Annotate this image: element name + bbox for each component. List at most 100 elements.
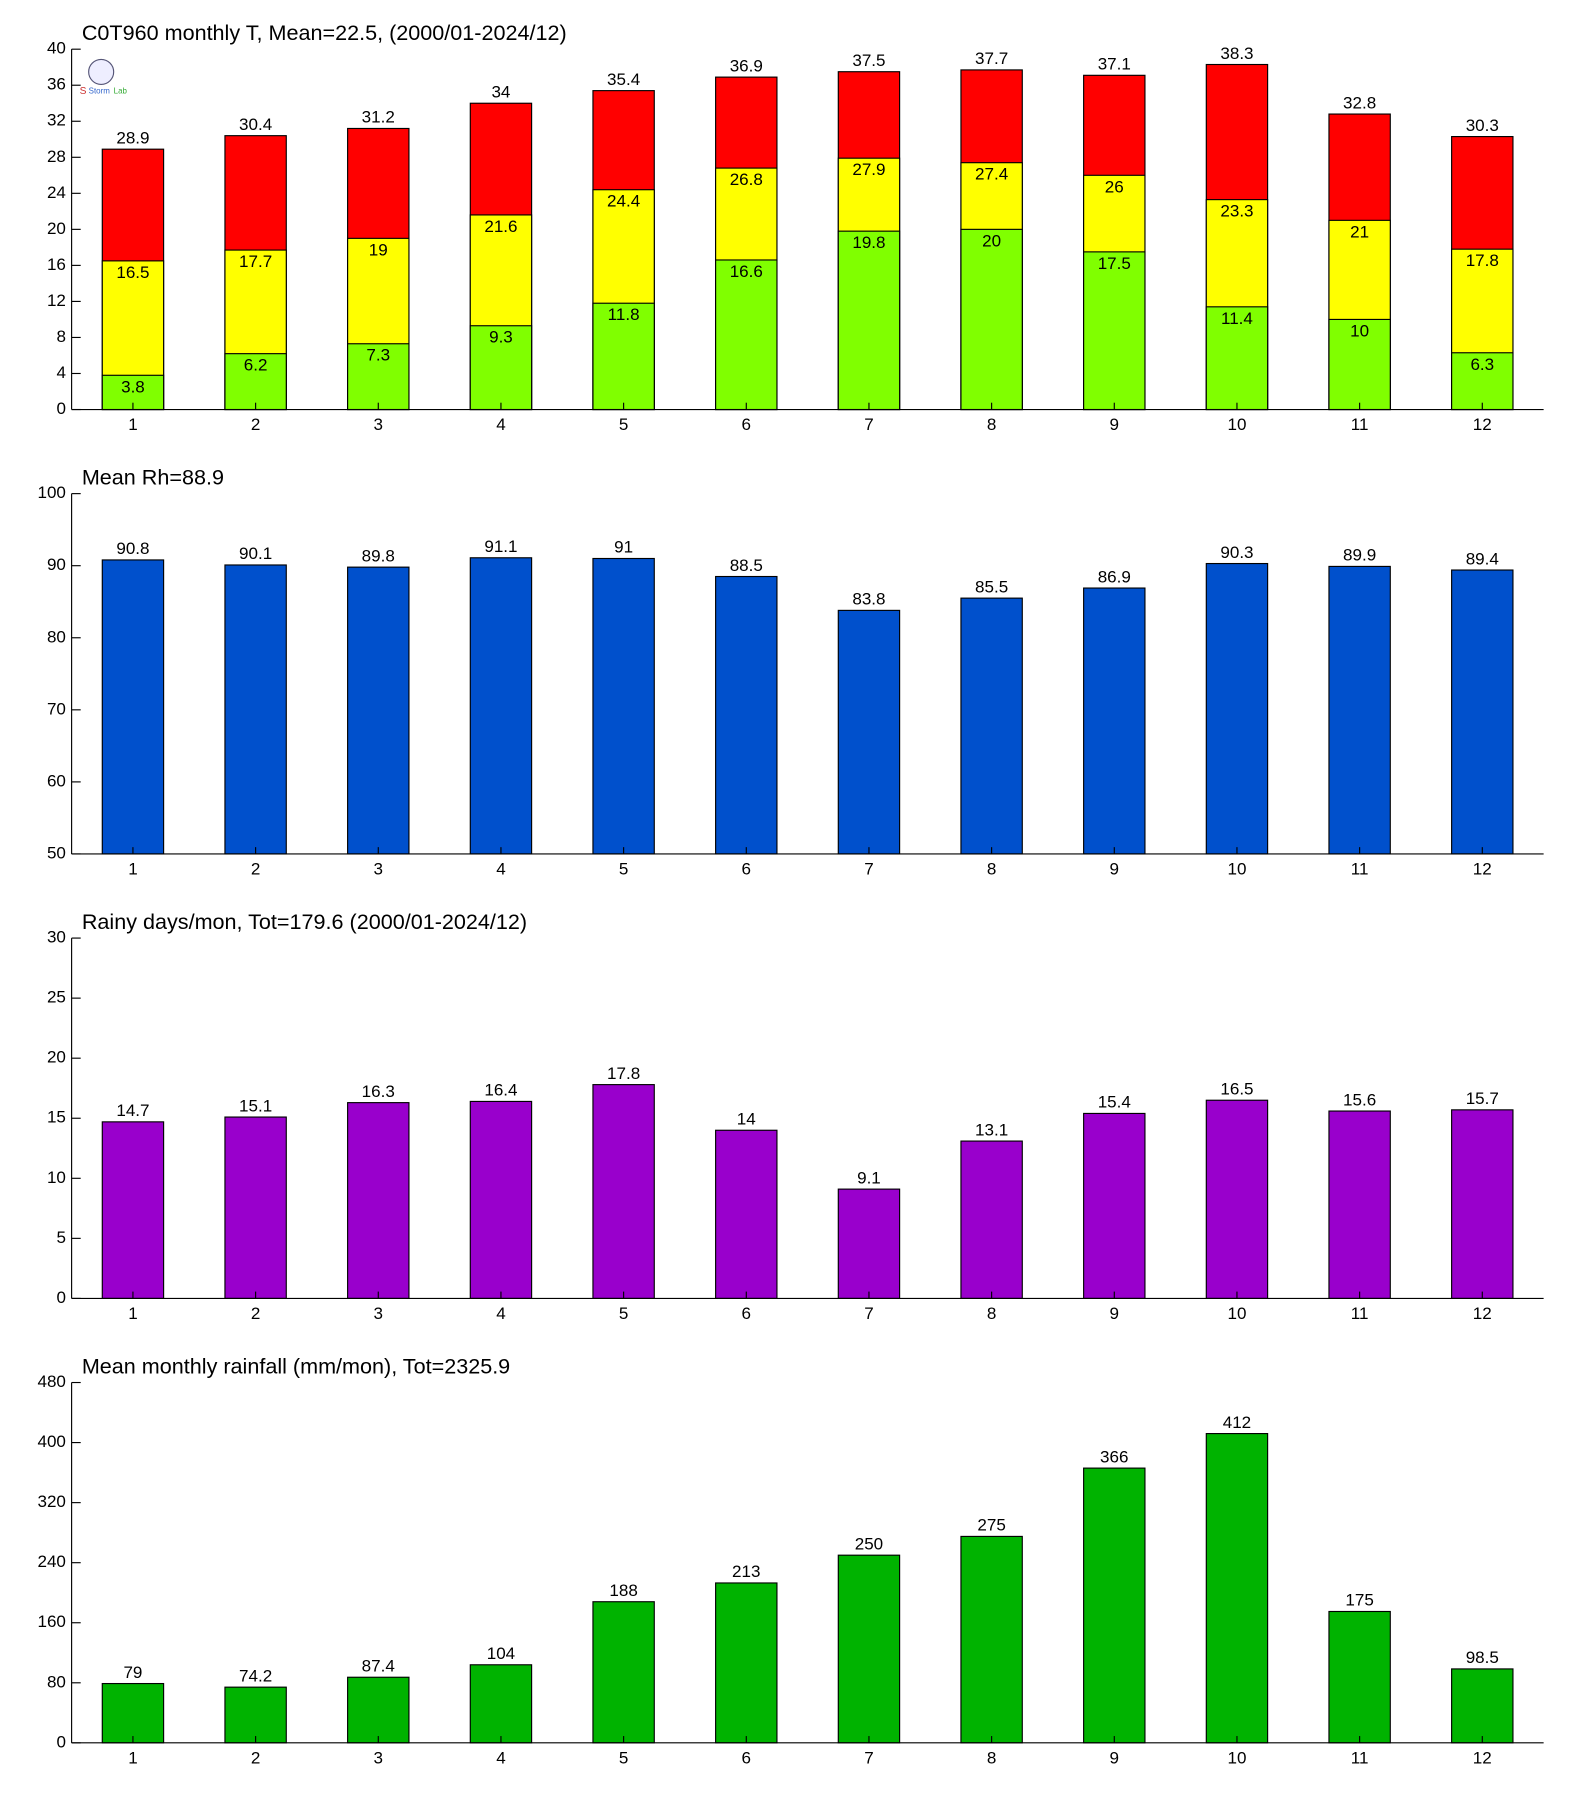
data-label: 27.9 xyxy=(852,160,885,179)
data-label: 14 xyxy=(737,1110,756,1129)
y-tick-label: 80 xyxy=(47,627,66,646)
bar xyxy=(715,1129,778,1299)
x-tick-label: 4 xyxy=(496,1304,505,1323)
chart-title: C0T960 monthly T, Mean=22.5, (2000/01-20… xyxy=(82,20,567,45)
data-label: 412 xyxy=(1223,1413,1251,1432)
data-label: 366 xyxy=(1100,1447,1128,1466)
data-label: 26.8 xyxy=(730,170,763,189)
bar xyxy=(1083,1467,1146,1744)
y-tick-label: 4 xyxy=(56,363,65,382)
data-label: 91.1 xyxy=(484,537,517,556)
data-label: 90.3 xyxy=(1220,543,1253,562)
data-label: 91 xyxy=(614,538,633,557)
data-label: 6.3 xyxy=(1470,355,1494,374)
data-label: 17.5 xyxy=(1098,254,1131,273)
bar xyxy=(592,302,655,411)
bar xyxy=(101,1682,165,1744)
x-tick-label: 4 xyxy=(496,415,505,434)
data-label: 17.7 xyxy=(239,252,272,271)
y-tick-label: 40 xyxy=(47,39,66,58)
data-label: 90.1 xyxy=(239,544,272,563)
x-tick-label: 8 xyxy=(987,415,996,434)
x-tick-label: 8 xyxy=(987,1304,996,1323)
data-label: 24.4 xyxy=(607,192,640,211)
data-label: 17.8 xyxy=(607,1064,640,1083)
data-label: 14.7 xyxy=(116,1101,149,1120)
data-label: 15.4 xyxy=(1098,1093,1131,1112)
x-tick-label: 9 xyxy=(1110,1748,1119,1767)
data-label: 7.3 xyxy=(366,346,390,365)
y-tick-label: 0 xyxy=(56,1732,65,1751)
data-label: 36.9 xyxy=(730,56,763,75)
bar xyxy=(101,1121,165,1299)
x-tick-label: 11 xyxy=(1351,859,1369,878)
x-tick-label: 7 xyxy=(864,1304,873,1323)
x-tick-label: 5 xyxy=(619,1748,628,1767)
x-tick-label: 2 xyxy=(251,1304,260,1323)
bar xyxy=(837,609,901,855)
data-label: 250 xyxy=(855,1534,883,1553)
x-tick-label: 7 xyxy=(864,859,873,878)
x-tick-label: 10 xyxy=(1227,415,1246,434)
data-label: 213 xyxy=(732,1562,760,1581)
x-tick-label: 2 xyxy=(251,415,260,434)
x-tick-label: 1 xyxy=(128,1304,137,1323)
data-label: 19.8 xyxy=(852,233,885,252)
data-label: 9.3 xyxy=(489,328,513,347)
data-label: 16.5 xyxy=(1220,1079,1253,1098)
x-tick-label: 11 xyxy=(1351,1748,1369,1767)
y-tick-label: 8 xyxy=(56,327,65,346)
data-label: 21.6 xyxy=(484,217,517,236)
x-tick-label: 5 xyxy=(619,415,628,434)
x-tick-label: 1 xyxy=(128,1748,137,1767)
data-label: 34 xyxy=(491,83,510,102)
data-label: 23.3 xyxy=(1220,202,1253,221)
y-tick-label: 400 xyxy=(37,1432,65,1451)
y-tick-label: 25 xyxy=(47,988,66,1007)
data-label: 87.4 xyxy=(362,1657,395,1676)
bar xyxy=(715,259,778,411)
y-tick-label: 30 xyxy=(47,928,66,947)
y-tick-label: 240 xyxy=(37,1552,65,1571)
x-tick-label: 12 xyxy=(1473,415,1492,434)
x-tick-label: 7 xyxy=(864,1748,873,1767)
x-tick-label: 12 xyxy=(1473,1304,1492,1323)
y-tick-label: 20 xyxy=(47,219,66,238)
data-label: 79 xyxy=(123,1663,142,1682)
y-tick-label: 5 xyxy=(56,1228,65,1247)
bar xyxy=(592,1601,655,1744)
y-tick-label: 28 xyxy=(47,147,66,166)
data-label: 86.9 xyxy=(1098,567,1131,586)
bar xyxy=(837,230,901,411)
x-tick-label: 1 xyxy=(128,415,137,434)
logo: S Storm Lab xyxy=(80,58,127,97)
data-label: 28.9 xyxy=(116,128,149,147)
x-tick-label: 3 xyxy=(374,415,383,434)
data-label: 17.8 xyxy=(1466,251,1499,270)
data-label: 15.7 xyxy=(1466,1089,1499,1108)
x-tick-label: 10 xyxy=(1227,1304,1246,1323)
y-tick-label: 0 xyxy=(56,1288,65,1307)
chart-title: Mean monthly rainfall (mm/mon), Tot=2325… xyxy=(82,1353,510,1378)
x-tick-label: 12 xyxy=(1473,859,1492,878)
x-tick-label: 2 xyxy=(251,1748,260,1767)
y-tick-label: 12 xyxy=(47,291,66,310)
y-tick-label: 90 xyxy=(47,555,66,574)
data-label: 16.6 xyxy=(730,262,763,281)
bar xyxy=(1205,1433,1269,1744)
svg-text:Storm: Storm xyxy=(89,86,111,95)
data-label: 16.3 xyxy=(362,1082,395,1101)
y-tick-label: 80 xyxy=(47,1672,66,1691)
svg-text:S: S xyxy=(80,86,87,97)
x-tick-label: 9 xyxy=(1110,1304,1119,1323)
x-tick-label: 6 xyxy=(742,415,751,434)
data-label: 30.3 xyxy=(1466,116,1499,135)
data-label: 89.8 xyxy=(362,546,395,565)
data-label: 74.2 xyxy=(239,1666,272,1685)
bar xyxy=(469,557,533,855)
bar xyxy=(469,1100,533,1299)
y-tick-label: 50 xyxy=(47,843,66,862)
x-tick-label: 5 xyxy=(619,1304,628,1323)
x-tick-label: 3 xyxy=(374,1748,383,1767)
